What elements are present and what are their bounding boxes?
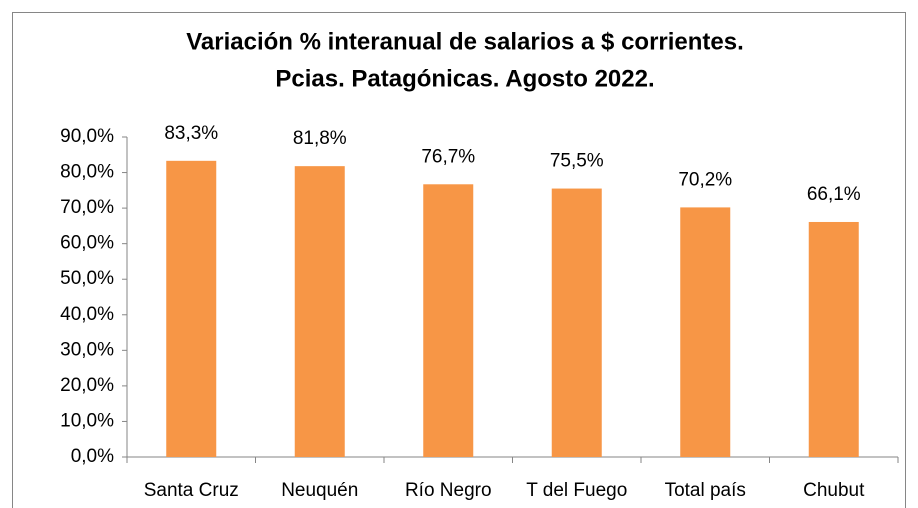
chart-title: Pcias. Patagónicas. Agosto 2022. — [275, 65, 654, 92]
y-tick-label: 60,0% — [60, 233, 114, 254]
x-tick-label: T del Fuego — [526, 480, 627, 501]
bar — [423, 184, 474, 458]
y-tick-label: 0,0% — [71, 446, 114, 467]
data-label: 81,8% — [293, 128, 347, 149]
data-label: 75,5% — [550, 151, 604, 172]
y-tick-label: 80,0% — [60, 162, 114, 183]
y-tick-label: 50,0% — [60, 268, 114, 289]
data-label: 66,1% — [807, 184, 861, 205]
bar — [808, 221, 859, 457]
chart-title: Variación % interanual de salarios a $ c… — [186, 28, 744, 55]
bar — [294, 166, 345, 457]
data-label: 70,2% — [678, 169, 732, 190]
x-tick-label: Santa Cruz — [144, 480, 239, 501]
bar — [166, 160, 217, 458]
y-tick-label: 40,0% — [60, 304, 114, 325]
y-tick-label: 20,0% — [60, 375, 114, 396]
bar — [551, 188, 602, 458]
data-label: 76,7% — [421, 146, 475, 167]
data-label: 83,3% — [164, 123, 218, 144]
y-tick-label: 70,0% — [60, 197, 114, 218]
bar — [680, 207, 731, 457]
x-tick-label: Chubut — [803, 480, 865, 501]
x-tick-label: Total país — [665, 480, 746, 501]
y-tick-label: 30,0% — [60, 339, 114, 360]
y-tick-label: 90,0% — [60, 126, 114, 147]
x-tick-label: Río Negro — [405, 480, 492, 501]
y-tick-label: 10,0% — [60, 410, 114, 431]
x-tick-label: Neuquén — [281, 480, 358, 501]
